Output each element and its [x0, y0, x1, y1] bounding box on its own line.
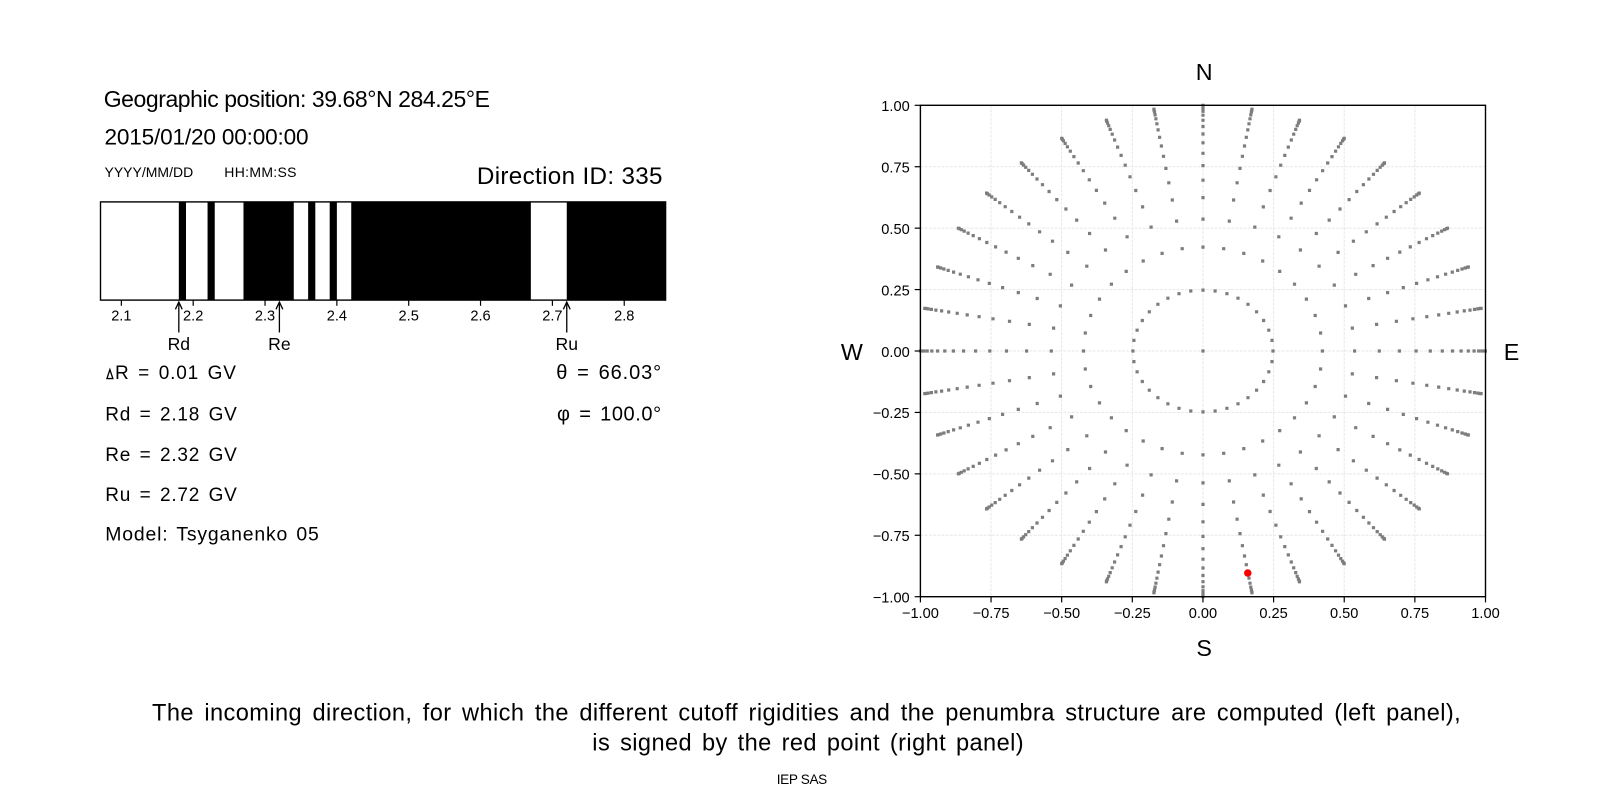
svg-text:2015/01/20 00:00:00: 2015/01/20 00:00:00 [105, 125, 309, 150]
svg-text:is signed by the red point (ri: is signed by the red point (right panel) [592, 731, 1023, 757]
svg-text:1.00: 1.00 [881, 99, 909, 115]
svg-text:−1.00: −1.00 [873, 590, 910, 606]
svg-text:YYYY/MM/DD: YYYY/MM/DD [105, 164, 194, 180]
svg-text:2.7: 2.7 [542, 308, 562, 324]
svg-text:Ru = 2.72 GV: Ru = 2.72 GV [105, 485, 237, 506]
svg-text:Re: Re [268, 334, 291, 354]
svg-text:−0.50: −0.50 [1043, 606, 1080, 622]
svg-text:0.00: 0.00 [881, 345, 909, 361]
svg-text:−0.75: −0.75 [973, 606, 1010, 622]
svg-text:The incoming direction, for wh: The incoming direction, for which the di… [152, 701, 1461, 727]
svg-text:R = 0.01 GV: R = 0.01 GV [115, 363, 236, 384]
svg-text:IEP SAS: IEP SAS [777, 772, 828, 787]
svg-text:Geographic position: 39.68°N 2: Geographic position: 39.68°N 284.25°E [104, 86, 490, 112]
svg-text:−0.75: −0.75 [873, 529, 910, 545]
svg-text:0.50: 0.50 [881, 222, 909, 238]
svg-text:Re = 2.32 GV: Re = 2.32 GV [105, 445, 237, 466]
svg-text:2.6: 2.6 [470, 308, 490, 324]
svg-text:0.25: 0.25 [881, 283, 909, 299]
svg-text:W: W [841, 339, 863, 365]
svg-text:Direction ID: 335: Direction ID: 335 [477, 163, 663, 190]
svg-text:−0.25: −0.25 [873, 406, 910, 422]
svg-text:2.3: 2.3 [255, 308, 275, 324]
svg-text:0.75: 0.75 [881, 160, 909, 176]
svg-text:N: N [1196, 59, 1213, 85]
svg-text:2.2: 2.2 [183, 308, 203, 324]
svg-text:Rd = 2.18 GV: Rd = 2.18 GV [105, 404, 237, 425]
svg-text:S: S [1196, 635, 1212, 661]
svg-text:−1.00: −1.00 [902, 606, 939, 622]
svg-text:φ = 100.0°: φ = 100.0° [557, 403, 661, 425]
svg-text:2.1: 2.1 [111, 308, 131, 324]
svg-text:−0.25: −0.25 [1114, 606, 1151, 622]
svg-text:2.5: 2.5 [399, 308, 419, 324]
svg-text:HH:MM:SS: HH:MM:SS [224, 164, 296, 180]
svg-text:0.50: 0.50 [1330, 606, 1358, 622]
svg-text:Model: Tsyganenko 05: Model: Tsyganenko 05 [105, 524, 318, 546]
svg-text:2.8: 2.8 [614, 308, 634, 324]
svg-text:E: E [1504, 339, 1520, 365]
svg-text:θ = 66.03°: θ = 66.03° [556, 362, 661, 384]
svg-text:2.4: 2.4 [327, 308, 347, 324]
svg-text:−0.50: −0.50 [873, 468, 910, 484]
svg-text:1.00: 1.00 [1471, 606, 1499, 622]
svg-text:Rd: Rd [168, 334, 191, 354]
svg-text:0.75: 0.75 [1401, 606, 1429, 622]
svg-text:Ru: Ru [556, 334, 579, 354]
svg-text:0.25: 0.25 [1259, 606, 1287, 622]
svg-text:0.00: 0.00 [1189, 606, 1217, 622]
